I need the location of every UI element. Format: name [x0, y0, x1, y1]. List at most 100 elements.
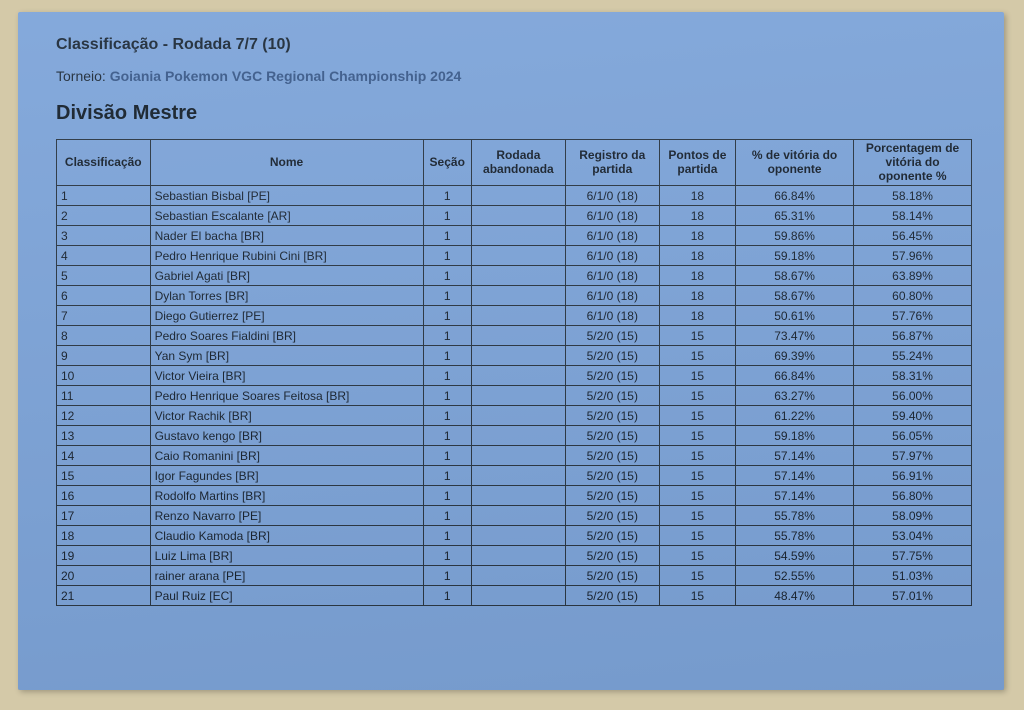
cell-abandon: [471, 446, 565, 466]
cell-pontos: 15: [659, 426, 735, 446]
cell-opppct: 58.09%: [854, 506, 972, 526]
division-heading: Divisão Mestre: [56, 102, 972, 125]
cell-rank: 18: [57, 526, 151, 546]
cell-opppct: 51.03%: [854, 566, 972, 586]
table-row: 21Paul Ruiz [EC]15/2/0 (15)1548.47%57.01…: [57, 586, 972, 606]
cell-name: Caio Romanini [BR]: [150, 446, 423, 466]
col-pontos: Pontos de partida: [659, 140, 735, 186]
cell-opppct: 57.76%: [854, 306, 972, 326]
cell-registro: 5/2/0 (15): [565, 346, 659, 366]
cell-rank: 15: [57, 466, 151, 486]
cell-name: rainer arana [PE]: [150, 566, 423, 586]
cell-rank: 17: [57, 506, 151, 526]
table-row: 17Renzo Navarro [PE]15/2/0 (15)1555.78%5…: [57, 506, 972, 526]
cell-secao: 1: [423, 326, 471, 346]
cell-pontos: 18: [659, 306, 735, 326]
cell-secao: 1: [423, 586, 471, 606]
cell-name: Pedro Henrique Rubini Cini [BR]: [150, 246, 423, 266]
cell-name: Rodolfo Martins [BR]: [150, 486, 423, 506]
cell-name: Renzo Navarro [PE]: [150, 506, 423, 526]
cell-abandon: [471, 546, 565, 566]
cell-pontos: 15: [659, 506, 735, 526]
tournament-line: Torneio: Goiania Pokemon VGC Regional Ch…: [56, 68, 972, 84]
cell-oppwin: 54.59%: [736, 546, 854, 566]
cell-opppct: 56.87%: [854, 326, 972, 346]
cell-pontos: 15: [659, 346, 735, 366]
cell-oppwin: 55.78%: [736, 506, 854, 526]
cell-rank: 20: [57, 566, 151, 586]
cell-registro: 6/1/0 (18): [565, 306, 659, 326]
cell-opppct: 58.31%: [854, 366, 972, 386]
cell-registro: 5/2/0 (15): [565, 326, 659, 346]
cell-registro: 5/2/0 (15): [565, 366, 659, 386]
table-header: Classificação Nome Seção Rodada abandona…: [57, 140, 972, 186]
cell-oppwin: 65.31%: [736, 206, 854, 226]
table-row: 2Sebastian Escalante [AR]16/1/0 (18)1865…: [57, 206, 972, 226]
cell-secao: 1: [423, 186, 471, 206]
cell-name: Gustavo kengo [BR]: [150, 426, 423, 446]
cell-oppwin: 57.14%: [736, 466, 854, 486]
cell-secao: 1: [423, 286, 471, 306]
table-row: 4Pedro Henrique Rubini Cini [BR]16/1/0 (…: [57, 246, 972, 266]
cell-opppct: 56.80%: [854, 486, 972, 506]
cell-oppwin: 58.67%: [736, 266, 854, 286]
page-title: Classificação - Rodada 7/7 (10): [56, 36, 972, 54]
cell-pontos: 15: [659, 386, 735, 406]
cell-rank: 13: [57, 426, 151, 446]
cell-rank: 10: [57, 366, 151, 386]
cell-pontos: 15: [659, 546, 735, 566]
col-registro: Registro da partida: [565, 140, 659, 186]
cell-registro: 6/1/0 (18): [565, 226, 659, 246]
cell-registro: 6/1/0 (18): [565, 286, 659, 306]
cell-pontos: 15: [659, 366, 735, 386]
col-classificacao: Classificação: [57, 140, 151, 186]
cell-rank: 21: [57, 586, 151, 606]
cell-registro: 5/2/0 (15): [565, 566, 659, 586]
cell-oppwin: 73.47%: [736, 326, 854, 346]
table-row: 11Pedro Henrique Soares Feitosa [BR]15/2…: [57, 386, 972, 406]
cell-name: Yan Sym [BR]: [150, 346, 423, 366]
cell-secao: 1: [423, 266, 471, 286]
cell-pontos: 15: [659, 526, 735, 546]
cell-name: Sebastian Bisbal [PE]: [150, 186, 423, 206]
cell-abandon: [471, 226, 565, 246]
cell-name: Gabriel Agati [BR]: [150, 266, 423, 286]
cell-registro: 6/1/0 (18): [565, 246, 659, 266]
table-row: 12Victor Rachik [BR]15/2/0 (15)1561.22%5…: [57, 406, 972, 426]
cell-pontos: 15: [659, 566, 735, 586]
cell-oppwin: 50.61%: [736, 306, 854, 326]
cell-abandon: [471, 566, 565, 586]
cell-abandon: [471, 346, 565, 366]
cell-name: Victor Vieira [BR]: [150, 366, 423, 386]
table-row: 8Pedro Soares Fialdini [BR]15/2/0 (15)15…: [57, 326, 972, 346]
table-row: 1Sebastian Bisbal [PE]16/1/0 (18)1866.84…: [57, 186, 972, 206]
cell-opppct: 59.40%: [854, 406, 972, 426]
cell-oppwin: 63.27%: [736, 386, 854, 406]
cell-opppct: 55.24%: [854, 346, 972, 366]
standings-table: Classificação Nome Seção Rodada abandona…: [56, 139, 972, 606]
cell-secao: 1: [423, 486, 471, 506]
cell-name: Dylan Torres [BR]: [150, 286, 423, 306]
cell-name: Nader El bacha [BR]: [150, 226, 423, 246]
cell-oppwin: 57.14%: [736, 486, 854, 506]
cell-rank: 11: [57, 386, 151, 406]
table-row: 16Rodolfo Martins [BR]15/2/0 (15)1557.14…: [57, 486, 972, 506]
cell-abandon: [471, 206, 565, 226]
table-row: 20rainer arana [PE]15/2/0 (15)1552.55%51…: [57, 566, 972, 586]
cell-abandon: [471, 326, 565, 346]
cell-registro: 5/2/0 (15): [565, 466, 659, 486]
cell-opppct: 58.18%: [854, 186, 972, 206]
col-nome: Nome: [150, 140, 423, 186]
cell-registro: 5/2/0 (15): [565, 526, 659, 546]
cell-rank: 1: [57, 186, 151, 206]
cell-abandon: [471, 366, 565, 386]
tournament-name: Goiania Pokemon VGC Regional Championshi…: [110, 68, 462, 84]
table-row: 15Igor Fagundes [BR]15/2/0 (15)1557.14%5…: [57, 466, 972, 486]
table-row: 5Gabriel Agati [BR]16/1/0 (18)1858.67%63…: [57, 266, 972, 286]
cell-oppwin: 59.86%: [736, 226, 854, 246]
table-row: 10Victor Vieira [BR]15/2/0 (15)1566.84%5…: [57, 366, 972, 386]
cell-opppct: 63.89%: [854, 266, 972, 286]
table-row: 7Diego Gutierrez [PE]16/1/0 (18)1850.61%…: [57, 306, 972, 326]
cell-rank: 3: [57, 226, 151, 246]
cell-rank: 9: [57, 346, 151, 366]
